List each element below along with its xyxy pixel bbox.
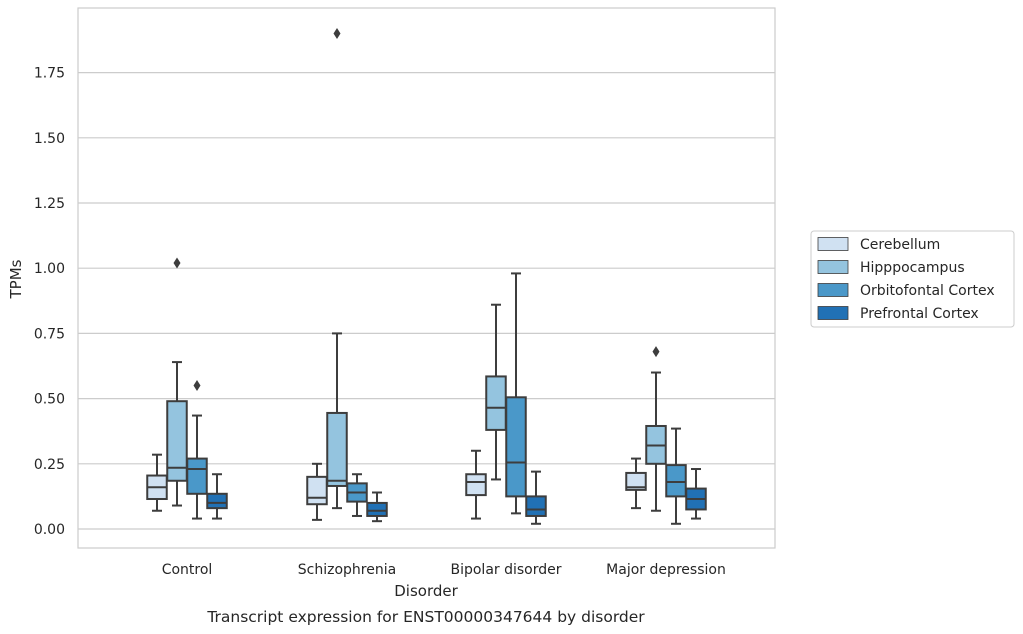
box-orbitofontal-cortex	[505, 272, 527, 515]
y-tick-label: 1.75	[34, 66, 65, 82]
box-prefrontal-cortex	[206, 473, 228, 520]
boxes	[146, 27, 707, 525]
iqr-box	[505, 396, 527, 498]
legend-swatch	[817, 237, 849, 251]
y-axis-ticks: 0.00 0.25 0.50 0.75 1.00 1.25 1.50 1.75	[34, 66, 65, 538]
box-cerebellum	[625, 457, 647, 510]
iqr-box	[485, 375, 507, 431]
iqr-box	[625, 471, 647, 491]
box-hipppocampus	[166, 257, 188, 507]
x-tick-label: Control	[162, 562, 213, 578]
iqr-box	[166, 400, 188, 482]
outlier-point	[652, 346, 660, 358]
box-prefrontal-cortex	[525, 470, 547, 525]
chart-caption: Transcript expression for ENST0000034764…	[206, 608, 645, 626]
box-cerebellum	[146, 453, 168, 512]
legend-swatch	[817, 283, 849, 297]
legend: Cerebellum Hipppocampus Orbitofontal Corte…	[810, 230, 1015, 328]
box-hipppocampus	[326, 27, 348, 510]
legend-label: Hipppocampus	[860, 260, 965, 276]
y-tick-label: 0.50	[34, 392, 65, 408]
y-tick-label: 1.25	[34, 196, 65, 212]
outlier-point	[333, 27, 341, 39]
legend-label: Prefrontal Cortex	[860, 306, 979, 322]
x-tick-label: Major depression	[606, 562, 726, 578]
y-tick-label: 0.00	[34, 522, 65, 538]
iqr-box	[206, 492, 228, 510]
y-axis-label: TPMs	[7, 259, 25, 299]
box-orbitofontal-cortex	[186, 380, 208, 520]
box-prefrontal-cortex	[366, 491, 388, 523]
iqr-box	[665, 464, 687, 498]
legend-swatch	[817, 260, 849, 274]
iqr-box	[306, 475, 328, 506]
iqr-box	[326, 411, 348, 487]
outlier-point	[173, 257, 181, 269]
box-orbitofontal-cortex	[346, 473, 368, 517]
box-prefrontal-cortex	[685, 468, 707, 520]
box-hipppocampus	[645, 346, 667, 512]
x-tick-label: Bipolar disorder	[450, 562, 561, 578]
box-hipppocampus	[485, 303, 507, 481]
box-cerebellum	[465, 449, 487, 520]
iqr-box	[465, 473, 487, 497]
legend-label: Orbitofontal Cortex	[860, 283, 995, 299]
y-tick-label: 1.00	[34, 261, 65, 277]
outlier-point	[193, 380, 201, 392]
legend-label: Cerebellum	[860, 237, 940, 253]
x-axis-ticks: Control Schizophrenia Bipolar disorder Majo…	[162, 562, 726, 578]
plot-area-frame	[77, 7, 776, 549]
legend-swatch	[817, 306, 849, 320]
x-tick-label: Schizophrenia	[298, 562, 396, 578]
y-tick-label: 1.50	[34, 131, 65, 147]
iqr-box	[366, 501, 388, 517]
iqr-box	[525, 495, 547, 517]
box-cerebellum	[306, 462, 328, 521]
legend-frame	[810, 230, 1015, 328]
y-tick-label: 0.75	[34, 326, 65, 342]
x-axis-label: Disorder	[394, 582, 458, 600]
iqr-box	[186, 457, 208, 495]
y-tick-label: 0.25	[34, 457, 65, 473]
box-orbitofontal-cortex	[665, 427, 687, 525]
